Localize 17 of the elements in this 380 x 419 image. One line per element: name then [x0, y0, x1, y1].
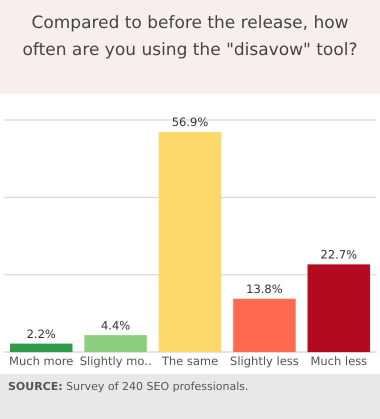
x-tick-label: Much less	[310, 354, 368, 368]
bar	[158, 132, 222, 352]
data-label: 13.8%	[246, 282, 283, 296]
source-note: SOURCE: Survey of 240 SEO professionals.	[8, 379, 250, 395]
bar	[84, 335, 147, 352]
x-tick-label: Slightly less	[230, 354, 299, 368]
data-label: 2.2%	[26, 326, 56, 341]
x-tick-label: Slightly mo..	[80, 354, 152, 368]
data-label: 4.4%	[100, 318, 130, 332]
x-tick-label: The same	[160, 354, 218, 368]
bar	[233, 298, 296, 352]
chart-title: Compared to before the release, how often are you using the "disavow" tool?	[0, 0, 380, 94]
bar	[308, 264, 370, 352]
data-label: 22.7%	[320, 248, 358, 262]
data-label: 56.9%	[172, 115, 208, 130]
x-tick-label: Much more	[9, 354, 74, 368]
bar	[10, 344, 72, 352]
